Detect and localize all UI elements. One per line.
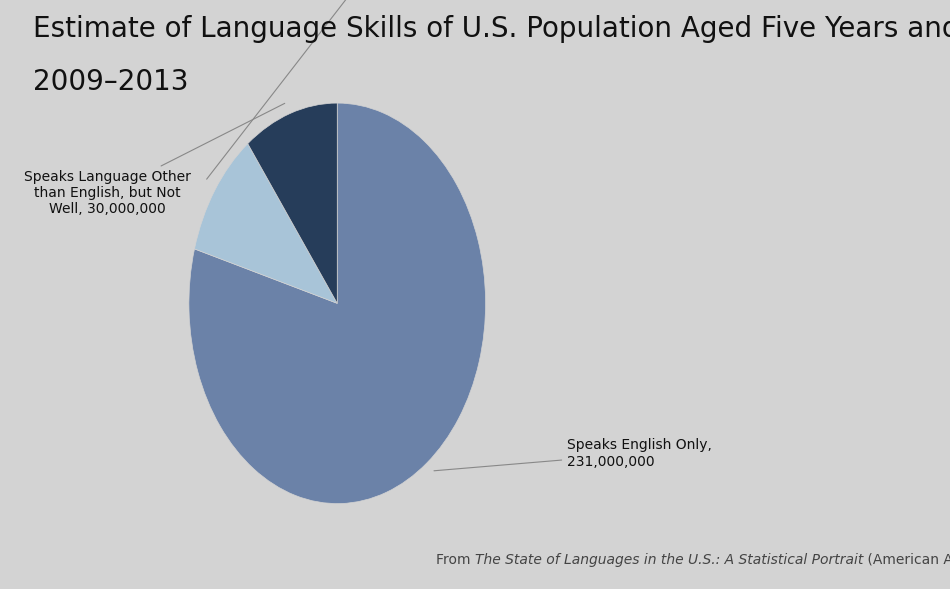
Wedge shape: [248, 103, 337, 303]
Wedge shape: [189, 103, 485, 504]
Text: Speaks Language Other
than English Well,
30,000,000: Speaks Language Other than English Well,…: [207, 0, 472, 179]
Text: Estimate of Language Skills of U.S. Population Aged Five Years and Older,: Estimate of Language Skills of U.S. Popu…: [33, 15, 950, 43]
Text: From: From: [436, 552, 475, 567]
Text: 2009–2013: 2009–2013: [33, 68, 189, 96]
Text: (American Academy of Arts & Sciences, 2016): (American Academy of Arts & Sciences, 20…: [864, 552, 950, 567]
Text: Speaks English Only,
231,000,000: Speaks English Only, 231,000,000: [434, 438, 712, 471]
Text: The State of Languages in the U.S.: A Statistical Portrait: The State of Languages in the U.S.: A St…: [475, 552, 864, 567]
Text: Speaks Language Other
than English, but Not
Well, 30,000,000: Speaks Language Other than English, but …: [24, 103, 285, 216]
Wedge shape: [195, 144, 337, 303]
